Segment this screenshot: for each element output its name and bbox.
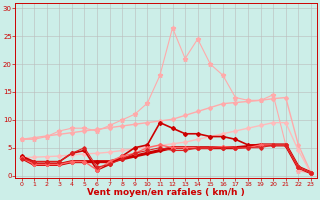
X-axis label: Vent moyen/en rafales ( km/h ): Vent moyen/en rafales ( km/h ) [87,188,245,197]
